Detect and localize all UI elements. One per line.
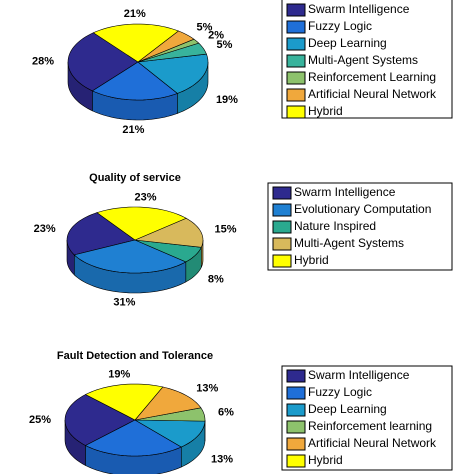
- legend-swatch: [286, 54, 306, 68]
- legend-box: [281, 0, 453, 119]
- data-label: 19%: [108, 369, 130, 381]
- legend-swatch: [286, 386, 306, 400]
- data-label: 21%: [124, 8, 146, 20]
- data-label: 19%: [216, 94, 238, 106]
- pie-slice: [134, 386, 202, 421]
- legend-label: Artificial Neural Network: [308, 87, 437, 101]
- data-label: 23%: [34, 223, 56, 235]
- pie-slice: [91, 61, 179, 101]
- legend-label: Fuzzy Logic: [308, 385, 372, 399]
- legend-swatch: [286, 369, 306, 383]
- legend-swatch: [286, 105, 306, 119]
- data-label: 25%: [29, 414, 51, 426]
- pie-slice: [133, 217, 204, 248]
- data-label: 13%: [196, 382, 218, 394]
- pie-slice: [67, 32, 139, 92]
- data-label: 31%: [113, 297, 135, 309]
- legend-swatch: [286, 403, 306, 417]
- legend-label: Swarm Intelligence: [308, 2, 410, 16]
- legend-swatch: [286, 3, 306, 17]
- legend-label: Hybrid: [308, 453, 343, 467]
- legend-swatch: [272, 203, 292, 217]
- pie-slice: [133, 419, 206, 448]
- legend-swatch: [272, 220, 292, 234]
- pie-slice: [96, 206, 187, 241]
- data-label: 5%: [216, 39, 232, 51]
- legend-swatch: [286, 437, 306, 451]
- pie-slice: [137, 53, 209, 94]
- data-label: 5%: [197, 21, 213, 33]
- pie-slice: [66, 212, 136, 256]
- pie-tops: [66, 206, 204, 274]
- legend-label: Reinforcement Learning: [308, 70, 436, 84]
- data-label: 15%: [214, 223, 236, 235]
- legend-swatch: [286, 420, 306, 434]
- legend-label: Fuzzy Logic: [308, 19, 372, 33]
- legend-label: Multi-Agent Systems: [294, 236, 404, 250]
- data-label: 8%: [208, 274, 224, 286]
- pie-tops: [64, 383, 206, 457]
- data-label: 2%: [208, 30, 224, 42]
- legend-swatch: [286, 88, 306, 102]
- pie-sides: [67, 61, 209, 121]
- pie-slice: [84, 383, 164, 421]
- pie-slice: [92, 23, 180, 63]
- legend-swatch: [272, 237, 292, 251]
- data-label: 6%: [218, 407, 234, 419]
- legend-label: Deep Learning: [308, 36, 387, 50]
- legend-label: Artificial Neural Network: [308, 436, 437, 450]
- legend-label: Reinforcement learning: [308, 419, 432, 433]
- legend-swatch: [286, 71, 306, 85]
- pie-slice: [64, 394, 136, 446]
- data-label: 13%: [211, 453, 233, 465]
- chart-title: Fault Detection and Tolerance: [57, 350, 213, 362]
- pie-slice: [137, 30, 195, 63]
- data-label: 21%: [122, 124, 144, 136]
- legend-box: [281, 365, 453, 471]
- legend-label: Hybrid: [294, 253, 329, 267]
- data-label: 23%: [135, 191, 157, 203]
- legend-label: Evolutionary Computation: [294, 202, 431, 216]
- legend-swatch: [272, 186, 292, 200]
- pie-tops: [67, 23, 209, 101]
- pie-slice: [84, 419, 182, 457]
- legend-label: Hybrid: [308, 104, 343, 118]
- legend-swatch: [286, 454, 306, 468]
- legend-label: Swarm Intelligence: [308, 368, 410, 382]
- legend-label: Multi-Agent Systems: [308, 53, 418, 67]
- legend-label: Deep Learning: [308, 402, 387, 416]
- pie-slice: [73, 239, 187, 274]
- legend-swatch: [272, 254, 292, 268]
- legend-label: Nature Inspired: [294, 219, 376, 233]
- legend-box: [267, 182, 453, 271]
- pie-slice: [137, 42, 207, 63]
- legend-swatch: [286, 20, 306, 34]
- data-label: 28%: [32, 55, 54, 67]
- pie-slice: [134, 239, 202, 263]
- pie-slice: [134, 407, 206, 422]
- legend-swatch: [286, 37, 306, 51]
- chart-title: Quality of service: [89, 172, 181, 184]
- legend-label: Swarm Intelligence: [294, 185, 396, 199]
